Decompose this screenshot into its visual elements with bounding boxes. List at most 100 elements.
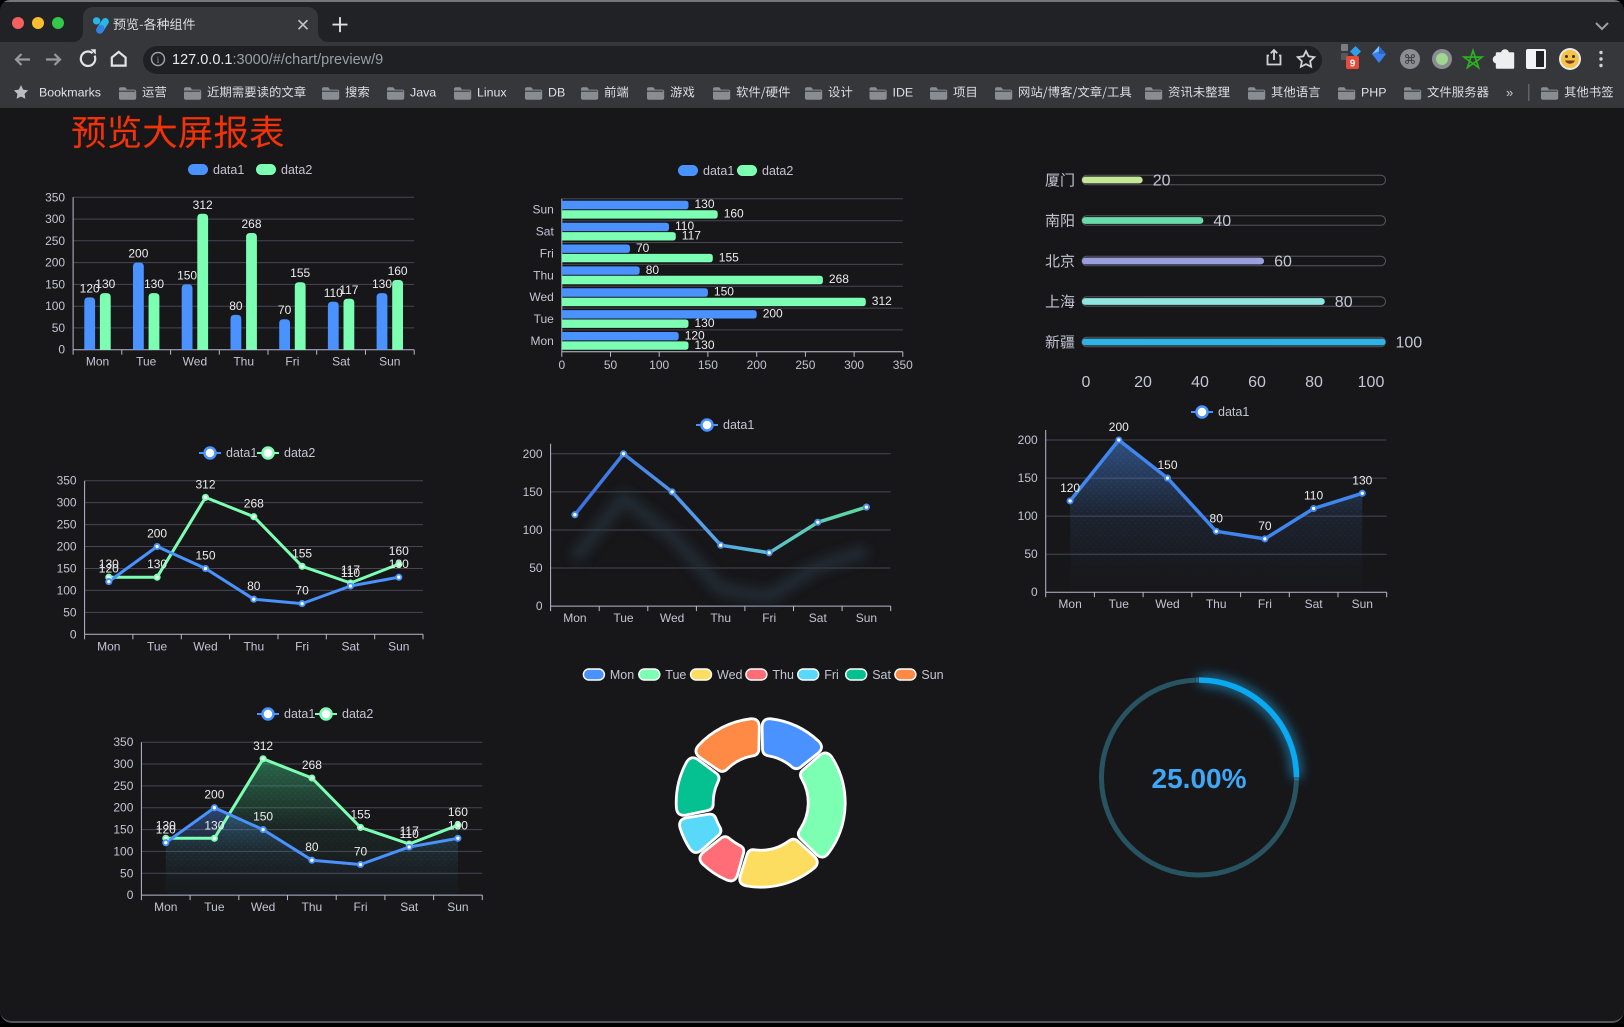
svg-text:268: 268 xyxy=(241,217,261,231)
svg-text:200: 200 xyxy=(147,527,167,541)
svg-text:160: 160 xyxy=(448,805,468,819)
svg-text:200: 200 xyxy=(57,540,77,554)
svg-text:200: 200 xyxy=(45,256,65,270)
svg-text:Fri: Fri xyxy=(540,246,554,260)
svg-text:130: 130 xyxy=(695,197,715,211)
svg-text:250: 250 xyxy=(795,358,815,372)
svg-text:data1: data1 xyxy=(1218,405,1249,419)
svg-text:Tue: Tue xyxy=(204,900,225,914)
svg-text:350: 350 xyxy=(57,474,77,488)
svg-text:Wed: Wed xyxy=(251,900,275,914)
svg-text:312: 312 xyxy=(193,198,213,212)
svg-text:50: 50 xyxy=(120,866,134,880)
svg-text:Sat: Sat xyxy=(536,225,555,239)
svg-text:268: 268 xyxy=(302,758,322,772)
svg-text:130: 130 xyxy=(695,338,715,352)
svg-text:PHP: PHP xyxy=(1361,86,1386,100)
svg-text:250: 250 xyxy=(113,779,133,793)
svg-text:100: 100 xyxy=(523,523,543,537)
svg-text:Wed: Wed xyxy=(183,355,207,369)
svg-text:80: 80 xyxy=(646,263,660,277)
svg-text:9: 9 xyxy=(1350,59,1356,70)
svg-text:150: 150 xyxy=(177,268,197,282)
svg-text:110: 110 xyxy=(341,566,360,580)
svg-text:Sun: Sun xyxy=(1352,597,1373,611)
svg-text:130: 130 xyxy=(448,818,468,832)
svg-text:Mon: Mon xyxy=(1058,597,1081,611)
svg-text:Mon: Mon xyxy=(154,900,177,914)
svg-text:150: 150 xyxy=(1157,458,1177,472)
svg-text:Mon: Mon xyxy=(530,334,553,348)
svg-text:Sun: Sun xyxy=(856,611,877,625)
svg-text:Sat: Sat xyxy=(400,900,419,914)
svg-text:Thu: Thu xyxy=(533,268,554,282)
svg-text:Tue: Tue xyxy=(136,355,157,369)
svg-text:20: 20 xyxy=(1153,173,1171,190)
svg-text:Sat: Sat xyxy=(1305,597,1324,611)
svg-text:50: 50 xyxy=(1024,547,1038,561)
svg-text:117: 117 xyxy=(339,283,358,297)
svg-text:150: 150 xyxy=(253,810,273,824)
svg-text:80: 80 xyxy=(1305,374,1323,391)
svg-text:Tue: Tue xyxy=(534,312,555,326)
svg-text:160: 160 xyxy=(389,544,409,558)
svg-text:Thu: Thu xyxy=(233,355,254,369)
svg-text:80: 80 xyxy=(1210,511,1224,525)
svg-text:250: 250 xyxy=(45,234,65,248)
svg-text:IDE: IDE xyxy=(893,86,914,100)
svg-text:70: 70 xyxy=(1258,519,1272,533)
svg-text:130: 130 xyxy=(389,557,409,571)
svg-text:350: 350 xyxy=(893,358,913,372)
svg-text:130: 130 xyxy=(99,557,119,571)
svg-text:155: 155 xyxy=(719,250,739,264)
svg-text:312: 312 xyxy=(253,739,273,753)
svg-text:100: 100 xyxy=(649,358,669,372)
svg-text:20: 20 xyxy=(1134,374,1152,391)
svg-text:Thu: Thu xyxy=(243,639,264,653)
svg-text:200: 200 xyxy=(1109,420,1129,434)
svg-text:Mon: Mon xyxy=(610,668,634,682)
svg-text:130: 130 xyxy=(147,557,167,571)
svg-text:50: 50 xyxy=(52,321,66,335)
svg-text:0: 0 xyxy=(1082,374,1091,391)
svg-text:Fri: Fri xyxy=(354,900,368,914)
svg-text:70: 70 xyxy=(354,845,368,859)
svg-text:150: 150 xyxy=(698,358,718,372)
svg-text:120: 120 xyxy=(156,823,176,837)
svg-text:268: 268 xyxy=(244,497,264,511)
svg-text:Sat: Sat xyxy=(341,639,360,653)
svg-text:Mon: Mon xyxy=(86,355,109,369)
svg-text:200: 200 xyxy=(763,307,783,321)
svg-text:Wed: Wed xyxy=(193,639,217,653)
svg-text:100: 100 xyxy=(57,583,77,597)
svg-text:⌘: ⌘ xyxy=(1404,52,1417,67)
svg-text:130: 130 xyxy=(204,818,224,832)
svg-text:130: 130 xyxy=(144,277,164,291)
svg-text:117: 117 xyxy=(400,824,419,838)
svg-text:Tue: Tue xyxy=(1109,597,1130,611)
svg-text:130: 130 xyxy=(372,277,392,291)
svg-text:data2: data2 xyxy=(284,446,315,460)
svg-text:Tue: Tue xyxy=(613,611,634,625)
svg-text:40: 40 xyxy=(1191,374,1209,391)
svg-text:i: i xyxy=(157,55,160,65)
svg-text:data1: data1 xyxy=(723,418,754,432)
svg-text:Wed: Wed xyxy=(717,668,743,682)
svg-text:200: 200 xyxy=(204,788,224,802)
svg-text:150: 150 xyxy=(714,285,734,299)
svg-text:Thu: Thu xyxy=(772,668,794,682)
svg-text:60: 60 xyxy=(1274,254,1292,271)
svg-text:130: 130 xyxy=(695,316,715,330)
svg-text:data1: data1 xyxy=(703,164,734,178)
svg-text:150: 150 xyxy=(523,485,543,499)
svg-text:200: 200 xyxy=(1018,433,1038,447)
svg-text:Sat: Sat xyxy=(332,355,351,369)
svg-text:Fri: Fri xyxy=(295,639,309,653)
svg-text:data2: data2 xyxy=(762,164,793,178)
svg-text:Wed: Wed xyxy=(1155,597,1179,611)
svg-text:0: 0 xyxy=(558,358,565,372)
svg-text:100: 100 xyxy=(1358,374,1385,391)
svg-text:250: 250 xyxy=(57,518,77,532)
svg-text:300: 300 xyxy=(113,757,133,771)
svg-text:data1: data1 xyxy=(226,446,257,460)
